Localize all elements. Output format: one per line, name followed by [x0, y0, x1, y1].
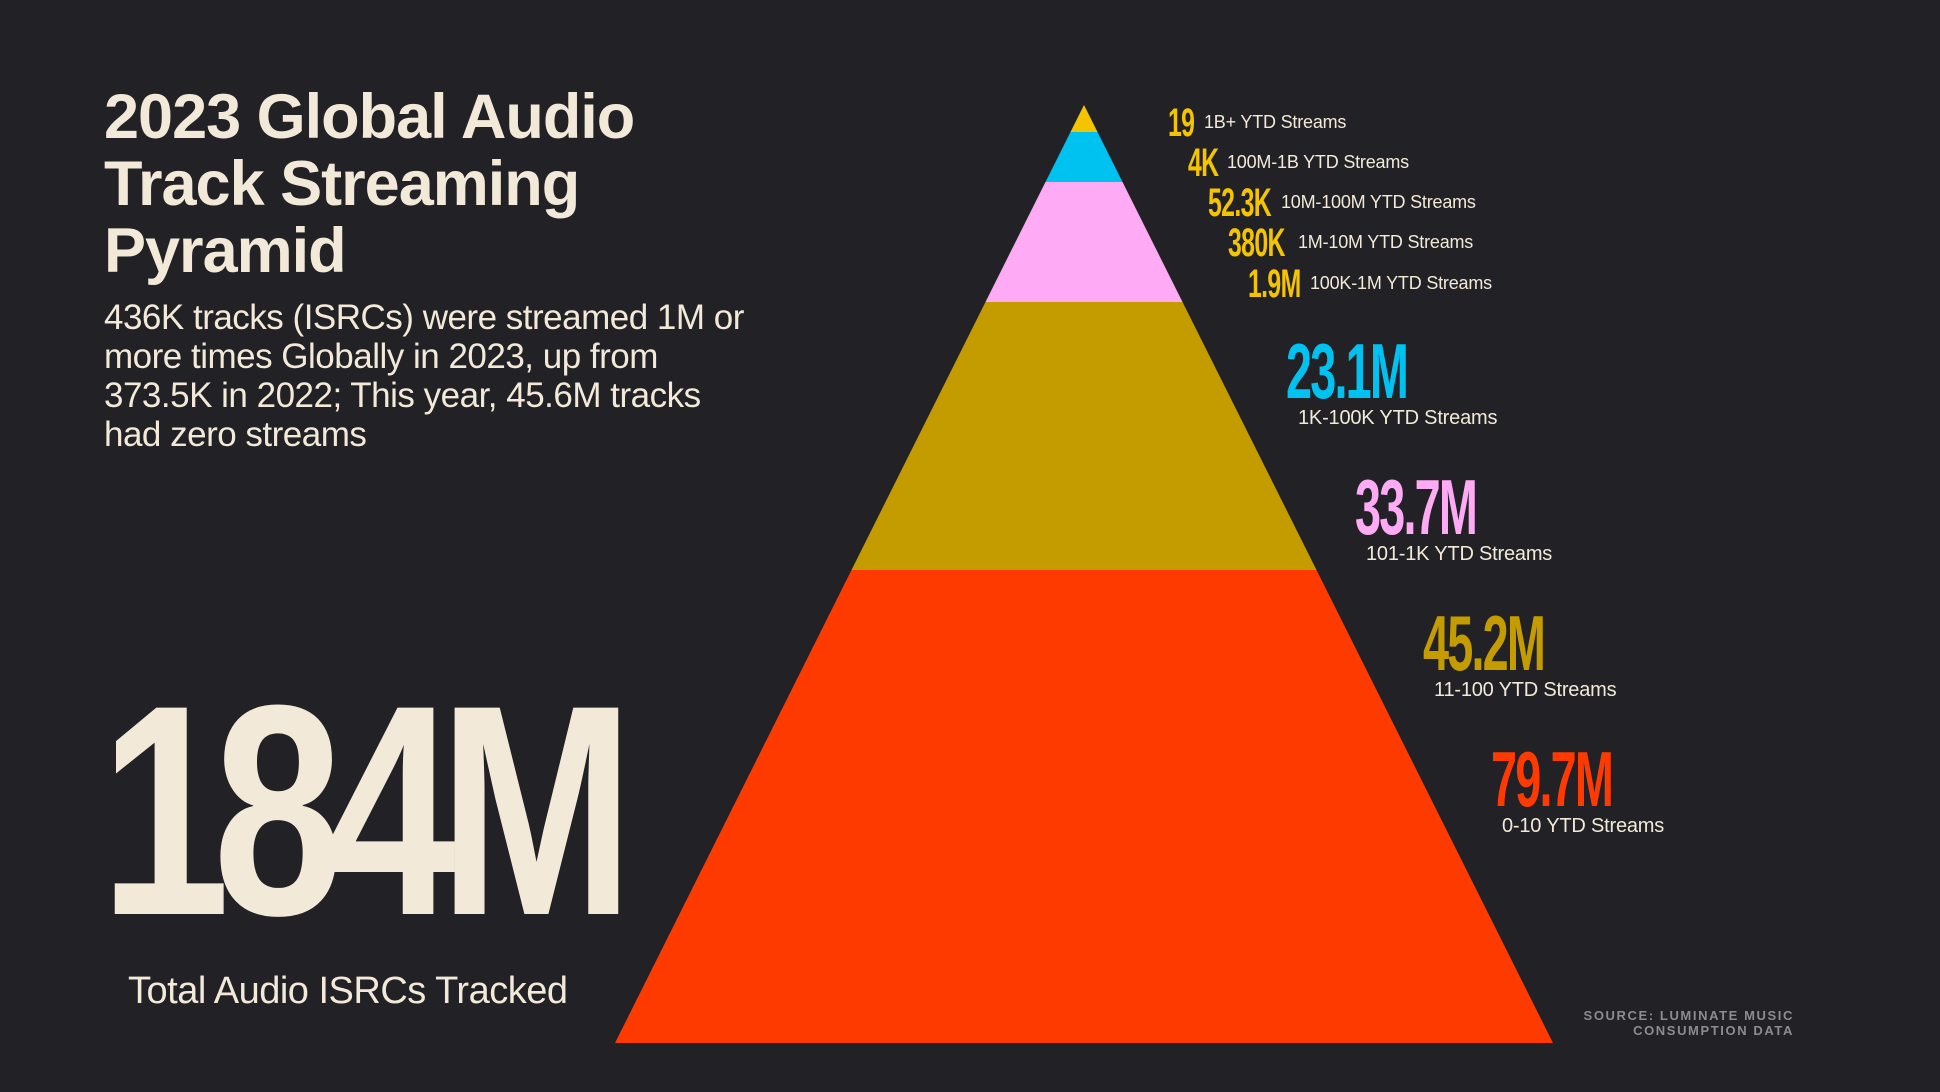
- tier-value-1b-ytd-streams: 19: [1168, 101, 1195, 145]
- tier-label-101-1k-ytd-streams: 101-1K YTD Streams: [1366, 543, 1552, 565]
- tier-value-101-1k-ytd-streams: 33.7M: [1355, 464, 1476, 551]
- tier-label-0-10-ytd-streams: 0-10 YTD Streams: [1502, 815, 1664, 837]
- tier-label-11-100-ytd-streams: 11-100 YTD Streams: [1434, 679, 1617, 701]
- tier-value-0-10-ytd-streams: 79.7M: [1491, 736, 1612, 823]
- tier-value-10m-100m-ytd-streams: 52.3K: [1208, 181, 1272, 225]
- pyramid-band-5: [615, 570, 1553, 1043]
- pyramid-band-4: [851, 302, 1317, 570]
- page-subtitle: 436K tracks (ISRCs) were streamed 1M or …: [104, 298, 744, 454]
- tier-label-1k-100k-ytd-streams: 1K-100K YTD Streams: [1298, 407, 1497, 429]
- tier-label-10m-100m-ytd-streams: 10M-100M YTD Streams: [1281, 192, 1476, 212]
- tier-value-100k-1m-ytd-streams: 1.9M: [1248, 262, 1301, 306]
- pyramid-band-1: [1070, 105, 1098, 132]
- pyramid-band-2: [1045, 132, 1123, 182]
- source-line-1: SOURCE: LUMINATE MUSIC: [1583, 1008, 1794, 1023]
- source-note: SOURCE: LUMINATE MUSIC CONSUMPTION DATA: [1584, 1008, 1794, 1038]
- tier-value-11-100-ytd-streams: 45.2M: [1423, 600, 1544, 687]
- tier-value-1m-10m-ytd-streams: 380K: [1228, 221, 1285, 265]
- page-title: 2023 Global Audio Track Streaming Pyrami…: [104, 82, 635, 286]
- tier-label-1b-ytd-streams: 1B+ YTD Streams: [1204, 112, 1346, 132]
- tier-value-1k-100k-ytd-streams: 23.1M: [1286, 328, 1407, 415]
- pyramid-band-3: [985, 182, 1183, 302]
- tier-label-1m-10m-ytd-streams: 1M-10M YTD Streams: [1298, 232, 1473, 252]
- total-isrc-caption: Total Audio ISRCs Tracked: [128, 970, 568, 1012]
- tier-label-100m-1b-ytd-streams: 100M-1B YTD Streams: [1227, 152, 1409, 172]
- source-line-2: CONSUMPTION DATA: [1633, 1023, 1794, 1038]
- tier-value-100m-1b-ytd-streams: 4K: [1188, 141, 1219, 185]
- tier-label-100k-1m-ytd-streams: 100K-1M YTD Streams: [1310, 273, 1492, 293]
